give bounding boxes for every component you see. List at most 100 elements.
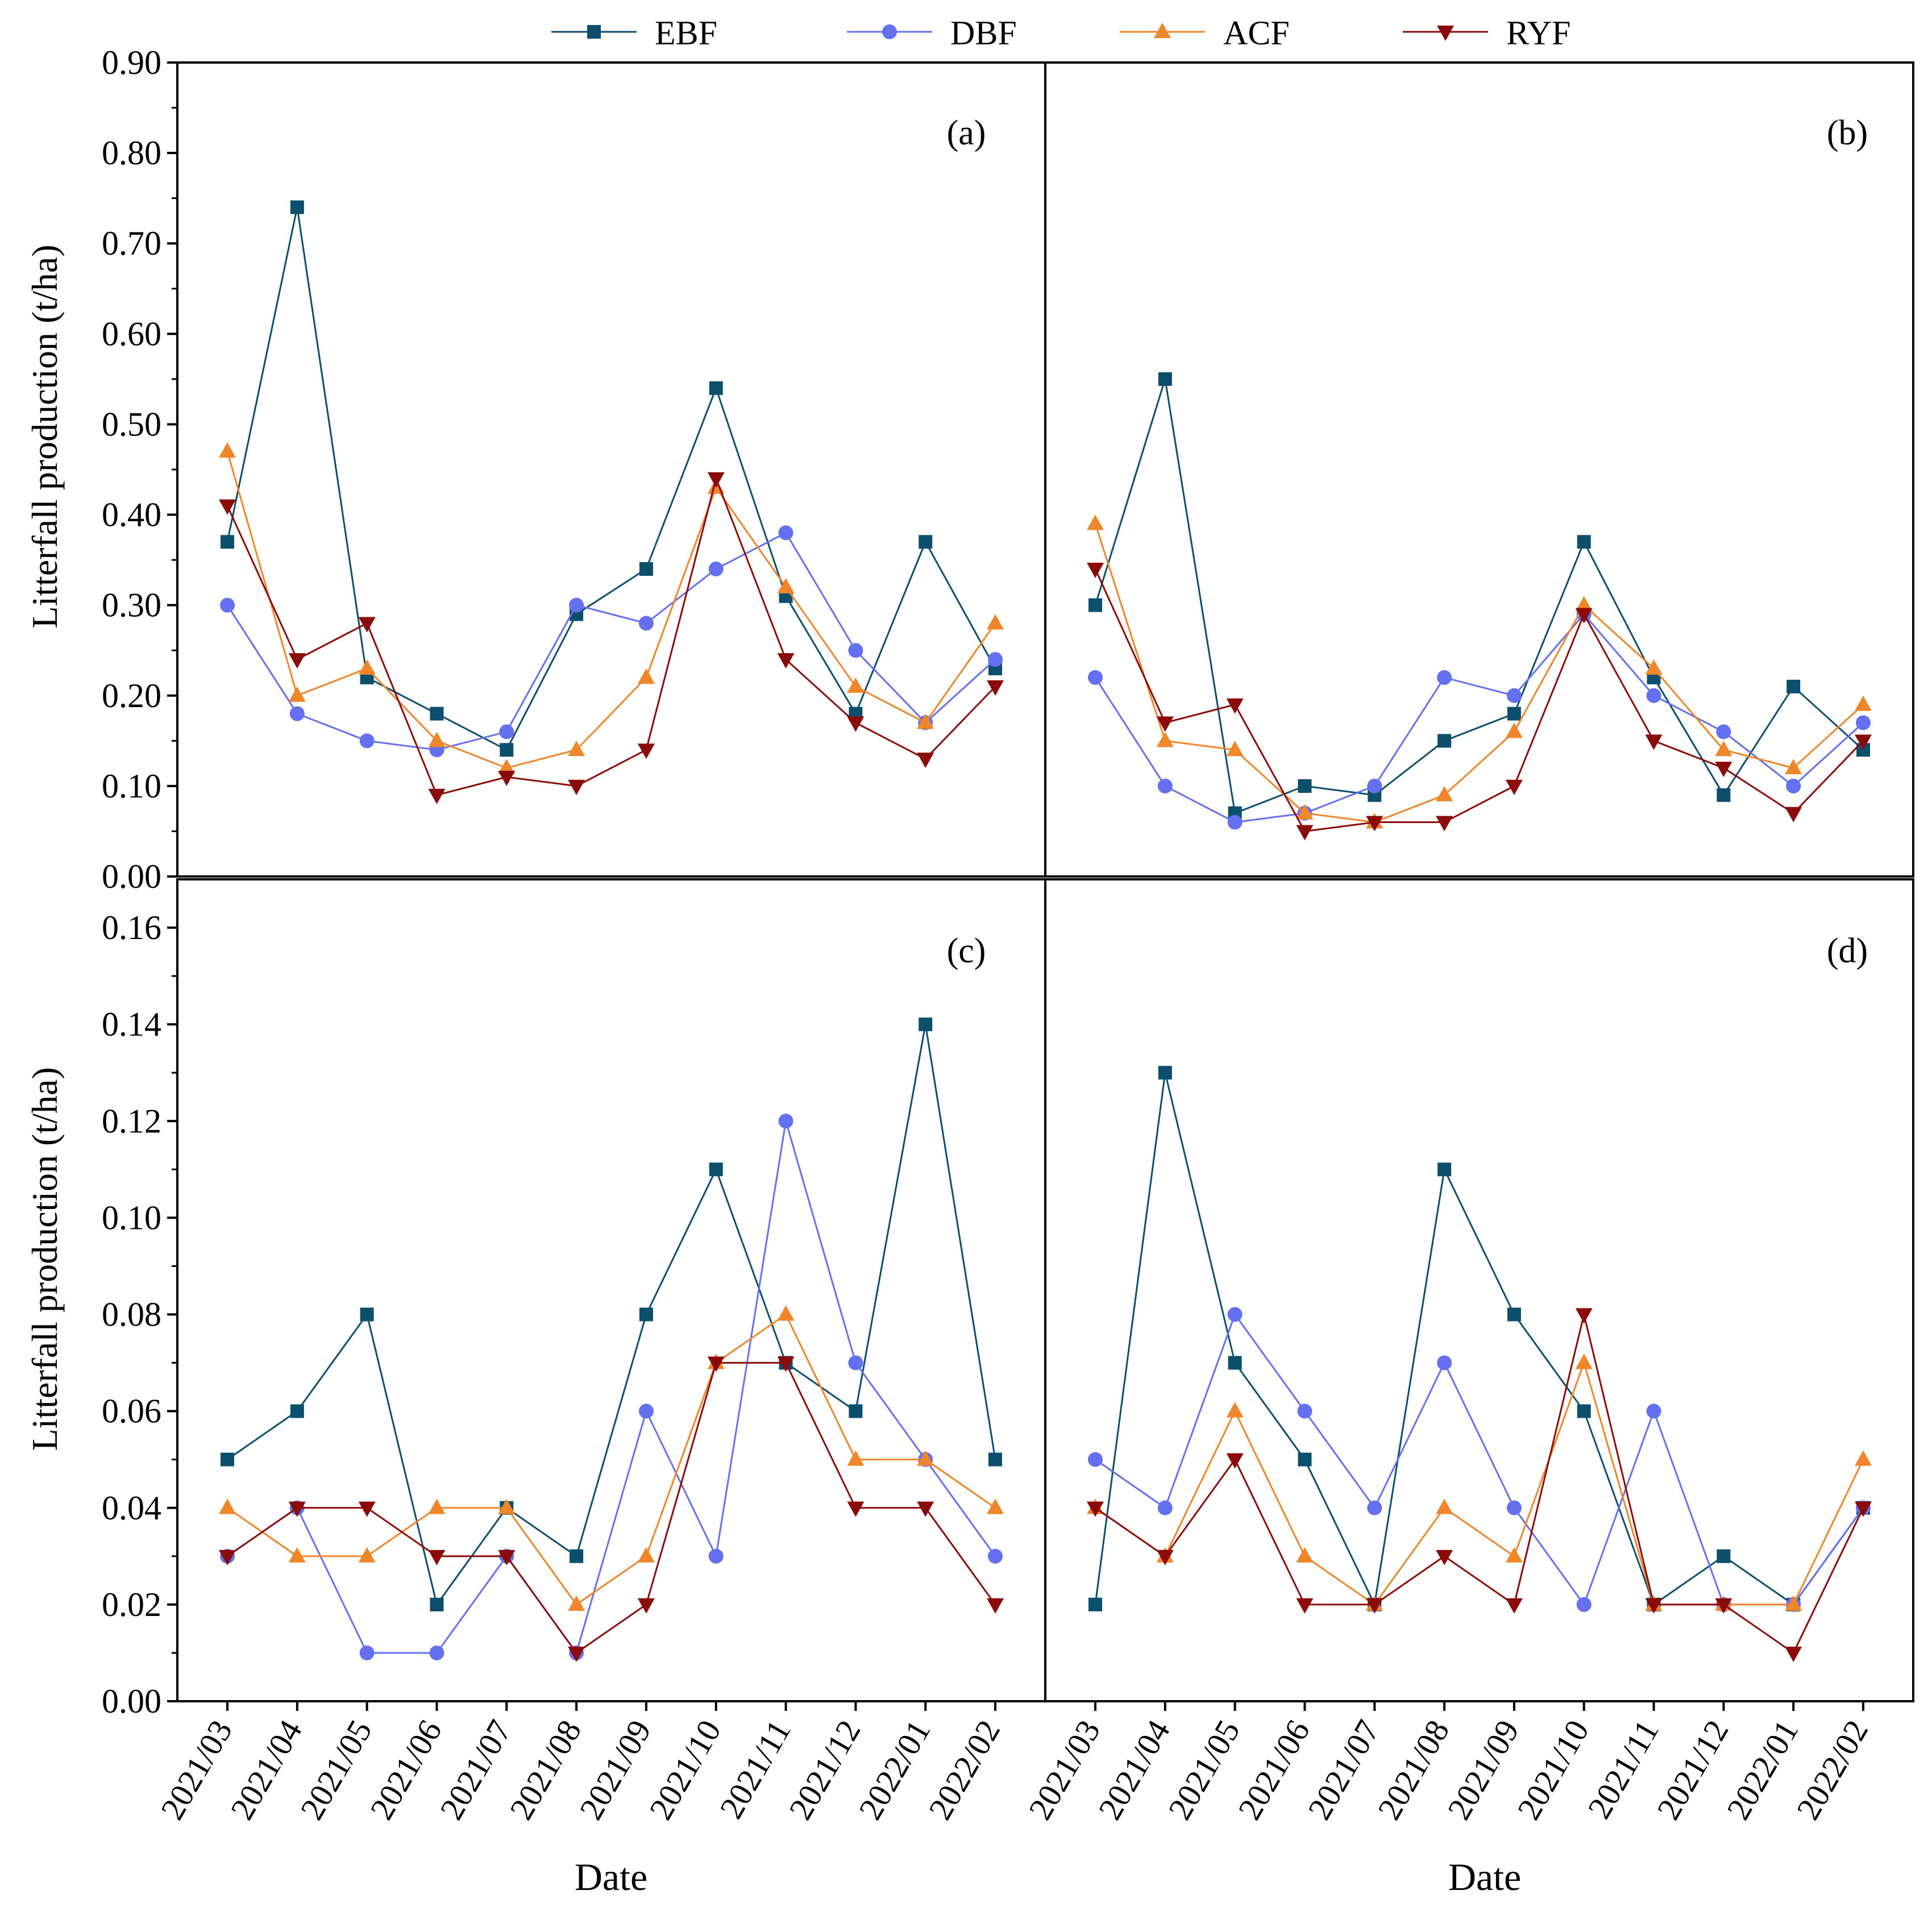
data-point bbox=[639, 562, 653, 576]
data-point bbox=[358, 659, 376, 675]
data-point bbox=[358, 1501, 376, 1517]
data-point bbox=[1437, 734, 1452, 748]
data-point bbox=[1577, 1404, 1591, 1418]
data-point bbox=[1156, 732, 1174, 747]
data-point bbox=[1715, 741, 1732, 757]
data-point bbox=[988, 1548, 1003, 1564]
panel-label: (b) bbox=[1827, 114, 1868, 152]
panel-label: (d) bbox=[1827, 932, 1868, 970]
legend-marker bbox=[1154, 23, 1171, 38]
data-point bbox=[498, 1549, 516, 1565]
y-tick-label: 0.16 bbox=[102, 909, 161, 946]
data-point bbox=[847, 1450, 865, 1466]
legend-item-ryf: RYF bbox=[1403, 14, 1570, 52]
data-point bbox=[1645, 1598, 1663, 1614]
panel-frame bbox=[176, 878, 1046, 1702]
data-point bbox=[219, 442, 236, 458]
data-point bbox=[777, 1305, 795, 1321]
series-line bbox=[226, 531, 996, 751]
data-point bbox=[847, 716, 865, 732]
data-point bbox=[428, 788, 446, 804]
legend-label: DBF bbox=[950, 14, 1017, 52]
data-point bbox=[1226, 1402, 1244, 1418]
legend: EBF DBF ACF RYF bbox=[551, 14, 1570, 52]
data-point bbox=[219, 1549, 236, 1565]
x-axis-label-left: Date bbox=[575, 1855, 647, 1898]
data-point bbox=[1506, 688, 1522, 703]
data-point bbox=[1156, 716, 1174, 732]
data-point bbox=[987, 1498, 1004, 1514]
y-tick-label: 0.04 bbox=[102, 1489, 161, 1527]
data-point bbox=[1507, 1307, 1521, 1322]
data-point bbox=[1645, 734, 1663, 750]
series-ryf bbox=[1087, 563, 1872, 841]
series-line bbox=[226, 451, 996, 769]
data-point bbox=[290, 1404, 304, 1418]
data-point bbox=[1157, 778, 1173, 793]
data-point bbox=[1507, 707, 1521, 721]
y-tick-label: 0.10 bbox=[102, 767, 161, 805]
data-point bbox=[1296, 804, 1314, 820]
data-point bbox=[1575, 608, 1593, 624]
data-point bbox=[1576, 1597, 1592, 1612]
panel-b: (b) bbox=[1044, 61, 1914, 878]
data-point bbox=[639, 1307, 653, 1322]
data-point bbox=[1437, 1162, 1452, 1177]
panel-frame bbox=[1044, 61, 1914, 878]
data-point bbox=[637, 668, 655, 684]
y-tick-label: 0.40 bbox=[102, 496, 161, 534]
data-point bbox=[1157, 1500, 1173, 1515]
data-point bbox=[288, 686, 306, 702]
data-point bbox=[1296, 1547, 1314, 1563]
data-point bbox=[987, 614, 1004, 630]
data-point bbox=[1367, 1500, 1382, 1515]
panel-label: (a) bbox=[947, 114, 986, 152]
data-point bbox=[778, 525, 793, 541]
data-point bbox=[847, 677, 865, 693]
data-point bbox=[1856, 715, 1871, 730]
y-tick-label: 0.80 bbox=[102, 134, 161, 172]
series-ryf bbox=[1087, 1308, 1872, 1662]
data-point bbox=[220, 597, 235, 613]
legend-item-dbf: DBF bbox=[847, 14, 1017, 52]
data-point bbox=[430, 707, 444, 721]
data-point bbox=[919, 1017, 933, 1032]
data-point bbox=[1367, 778, 1382, 793]
y-tick-label: 0.50 bbox=[102, 405, 161, 443]
data-point bbox=[987, 680, 1004, 696]
data-point bbox=[709, 381, 723, 395]
data-point bbox=[849, 1404, 863, 1418]
series-line bbox=[1094, 613, 1864, 824]
data-point bbox=[988, 1452, 1002, 1466]
data-point bbox=[638, 1403, 654, 1419]
panel-d: 2021/032021/042021/052021/062021/072021/… bbox=[1021, 878, 1914, 1826]
panel-c: 0.000.020.040.060.080.100.120.140.162021… bbox=[102, 878, 1046, 1826]
data-point bbox=[1855, 734, 1872, 750]
data-point bbox=[500, 743, 514, 757]
series-dbf bbox=[220, 525, 1003, 758]
series-ryf bbox=[219, 1356, 1004, 1662]
data-point bbox=[1298, 1452, 1312, 1466]
y-tick-label: 0.08 bbox=[102, 1296, 161, 1333]
y-tick-label: 0.02 bbox=[102, 1586, 161, 1623]
data-point bbox=[498, 1498, 516, 1514]
data-point bbox=[1506, 1500, 1522, 1515]
data-point bbox=[637, 743, 655, 759]
data-point bbox=[1226, 741, 1244, 757]
data-point bbox=[1717, 1549, 1731, 1563]
legend-marker bbox=[587, 25, 601, 39]
data-point bbox=[359, 733, 375, 749]
data-point bbox=[1087, 1501, 1104, 1517]
data-point bbox=[1088, 1452, 1103, 1467]
data-point bbox=[428, 1498, 446, 1514]
data-point bbox=[1298, 779, 1312, 793]
data-point bbox=[638, 616, 654, 631]
series-acf bbox=[219, 442, 1004, 775]
data-point bbox=[1158, 372, 1172, 386]
data-point bbox=[1505, 1547, 1523, 1563]
y-axis-label-top: Litterfall production (t/ha) bbox=[24, 244, 65, 628]
data-point bbox=[1855, 1450, 1872, 1466]
series-line bbox=[227, 1313, 996, 1606]
data-point bbox=[1785, 759, 1802, 775]
data-point bbox=[708, 562, 724, 577]
